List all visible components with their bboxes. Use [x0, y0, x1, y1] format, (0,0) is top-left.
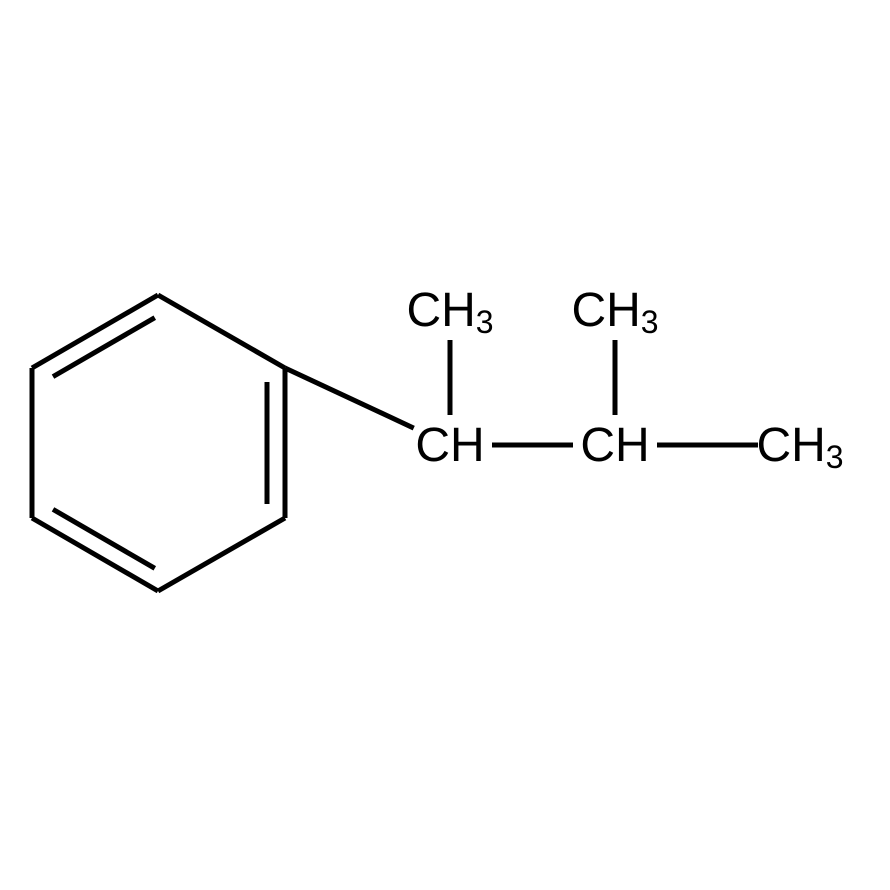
bond-line: [32, 295, 158, 368]
bond-line: [285, 368, 414, 428]
atom-label: CH: [580, 419, 649, 472]
atom-label: CH: [415, 419, 484, 472]
atom-label: CH3: [571, 284, 658, 341]
bond-line: [32, 518, 158, 591]
bond-line: [158, 518, 285, 591]
bond-line: [158, 295, 285, 368]
atom-label: CH3: [406, 284, 493, 341]
atom-label: CH3: [756, 419, 843, 476]
molecule-diagram: CH CH CH3 CH3 CH3: [0, 0, 890, 890]
